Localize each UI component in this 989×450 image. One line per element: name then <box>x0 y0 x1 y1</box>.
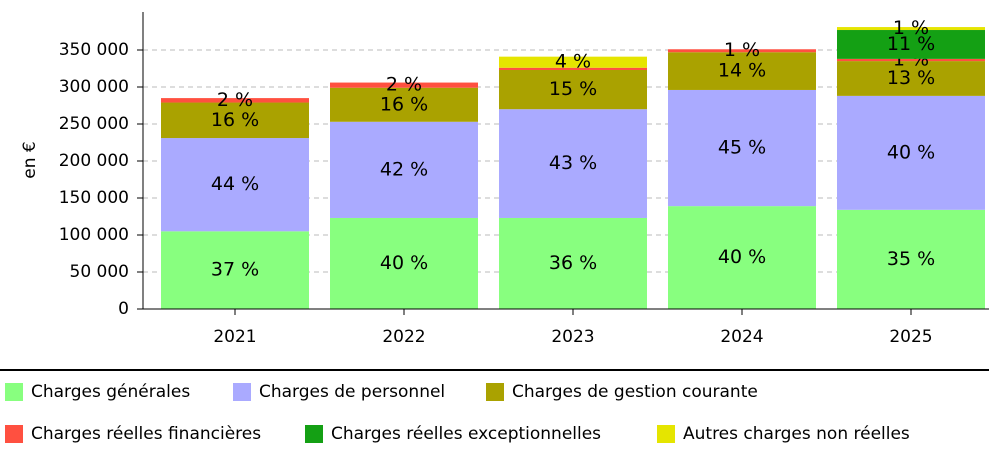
legend-swatch <box>233 383 251 401</box>
segment-label: 35 % <box>887 248 935 270</box>
bar-segment <box>161 102 309 139</box>
segment-label: 16 % <box>380 93 428 115</box>
segment-label: 4 % <box>555 51 591 73</box>
bar-segment <box>837 30 985 59</box>
y-tick-label: 150 000 <box>59 188 129 208</box>
segment-label: 36 % <box>549 252 597 274</box>
bar-segment <box>330 87 478 122</box>
x-tick-label: 2024 <box>720 327 763 347</box>
bar-segment <box>499 109 647 218</box>
segment-label: 15 % <box>549 78 597 100</box>
bar-segment <box>837 58 985 62</box>
segment-label: 44 % <box>211 173 259 195</box>
legend-label: Charges de gestion courante <box>512 382 758 402</box>
y-tick-label: 350 000 <box>59 40 129 60</box>
legend-swatch <box>5 383 23 401</box>
legend-label: Charges réelles exceptionnelles <box>331 424 601 444</box>
segment-label: 45 % <box>718 137 766 159</box>
bar-segment <box>837 27 985 31</box>
bar-segment <box>499 217 647 309</box>
legend-label: Autres charges non réelles <box>683 424 910 444</box>
legend-label: Charges générales <box>31 382 190 402</box>
segment-label: 42 % <box>380 158 428 180</box>
segment-label: 11 % <box>887 33 935 55</box>
segment-label: 1 % <box>893 17 929 39</box>
segment-label: 37 % <box>211 259 259 281</box>
bar-segment <box>668 206 816 309</box>
bar-segment <box>161 138 309 232</box>
segment-label: 40 % <box>887 141 935 163</box>
segment-label: 2 % <box>217 89 253 111</box>
segment-label: 43 % <box>549 152 597 174</box>
y-axis-label: en € <box>20 141 40 178</box>
y-tick-label: 250 000 <box>59 114 129 134</box>
bar-segment <box>668 52 816 90</box>
bar-segment <box>330 121 478 218</box>
segment-label: 2 % <box>386 74 422 96</box>
bar-segment <box>668 89 816 207</box>
segment-label: 16 % <box>211 109 259 131</box>
y-tick-label: 0 <box>118 299 129 319</box>
bar-segment <box>837 61 985 96</box>
legend-label: Charges de personnel <box>259 382 445 402</box>
legend-swatch <box>486 383 504 401</box>
x-tick-label: 2023 <box>551 327 594 347</box>
segment-label: 40 % <box>718 246 766 268</box>
y-tick-label: 100 000 <box>59 225 129 245</box>
bar-segment <box>330 217 478 309</box>
segment-label: 14 % <box>718 60 766 82</box>
bar-segment <box>161 98 309 103</box>
legend-swatch <box>657 425 675 443</box>
y-tick-label: 200 000 <box>59 151 129 171</box>
legend-swatch <box>5 425 23 443</box>
legend-swatch <box>305 425 323 443</box>
x-tick-label: 2021 <box>213 327 256 347</box>
bar-segment <box>161 231 309 309</box>
bar-segment <box>668 49 816 53</box>
y-tick-label: 50 000 <box>70 262 129 282</box>
bar-segment <box>499 69 647 110</box>
x-tick-label: 2025 <box>889 327 932 347</box>
segment-label: 13 % <box>887 67 935 89</box>
x-tick-label: 2022 <box>382 327 425 347</box>
bar-segment <box>837 209 985 309</box>
segment-label: 1 % <box>724 39 760 61</box>
bar-segment <box>837 95 985 210</box>
bar-segment <box>499 56 647 68</box>
y-tick-label: 300 000 <box>59 77 129 97</box>
bar-segment <box>330 82 478 88</box>
bar-segment <box>499 67 647 70</box>
legend-label: Charges réelles financières <box>31 424 261 444</box>
segment-label: 40 % <box>380 252 428 274</box>
